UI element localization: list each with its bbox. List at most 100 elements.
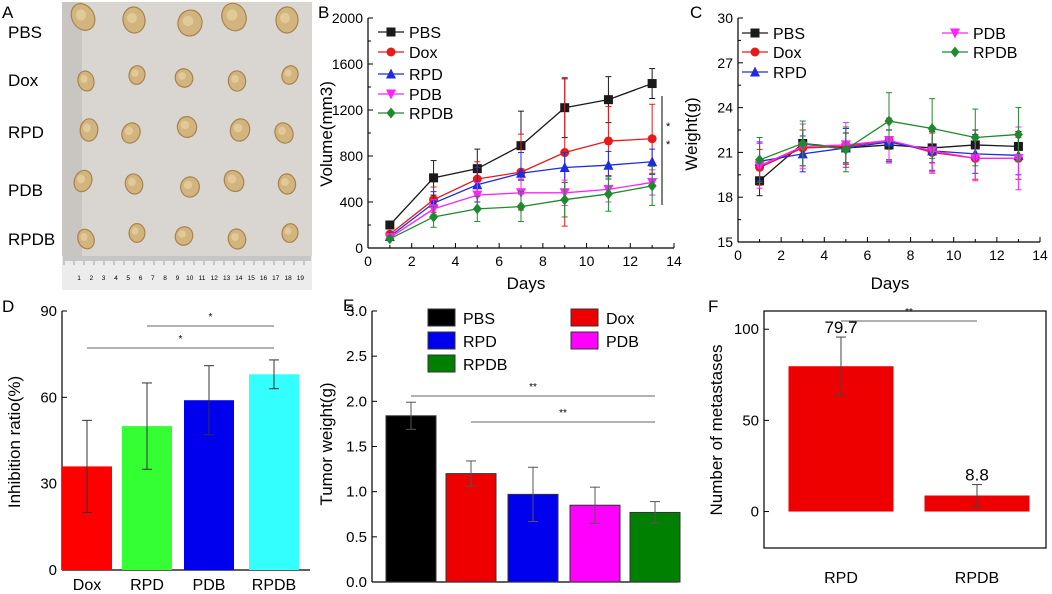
- y-tick-label: 400: [340, 194, 364, 210]
- ruler-number: 18: [284, 275, 292, 282]
- tumor-highlight: [278, 126, 286, 136]
- y-tick-label: 2000: [332, 10, 363, 26]
- legend-marker: [386, 68, 396, 79]
- panel-label-d: D: [2, 297, 14, 316]
- data-point-rpdb: [472, 203, 482, 215]
- group-row-label: PDB: [8, 181, 43, 200]
- tumor-highlight: [178, 230, 186, 238]
- tumor-highlight: [182, 15, 194, 27]
- x-tick-label: 4: [452, 253, 460, 269]
- y-tick-label: 27: [717, 55, 733, 71]
- category-label: RPD: [130, 577, 164, 594]
- chart-b-ylabel: Volume(mm3): [317, 81, 336, 187]
- x-tick-label: 0: [364, 253, 372, 269]
- ruler-number: 9: [176, 275, 180, 282]
- panel-label-c: C: [690, 3, 702, 22]
- tumor-highlight: [180, 120, 190, 130]
- bar-rpdb: [249, 374, 299, 570]
- tumor-highlight: [127, 12, 137, 24]
- ruler-number: 1: [77, 275, 81, 282]
- panel-label-f: F: [708, 297, 718, 316]
- y-tick-label: 0: [49, 562, 57, 579]
- value-label: 79.7: [824, 318, 857, 337]
- group-row-label: RPD: [8, 123, 44, 142]
- y-tick-label: 800: [340, 148, 364, 164]
- x-tick-label: 14: [1032, 247, 1048, 263]
- tumor-highlight: [231, 74, 239, 84]
- tumor-samples: [70, 2, 299, 250]
- tumor-highlight: [226, 9, 238, 21]
- category-label: RPD: [824, 570, 858, 587]
- x-tick-label: 14: [666, 253, 682, 269]
- tumor-highlight: [128, 177, 136, 187]
- legend-marker: [750, 28, 760, 38]
- ruler-numbers: 1 2 3 4 5 6 7 8 9 10 11 12 13 14 15 16 17 18 19: [77, 275, 304, 282]
- data-point-rpdb: [560, 194, 570, 206]
- bar-dox: [445, 473, 497, 583]
- tumor-highlight: [80, 232, 88, 242]
- significance-marker: *: [179, 334, 183, 345]
- ruler-number: 8: [163, 275, 167, 282]
- chart-e-plot: 0.0 0.5 1.0 1.5 2.0 2.5 3.0 ** ** PBS RPD RPDB Dox PD…: [346, 303, 681, 591]
- y-tick-label: 30: [717, 10, 733, 26]
- legend-swatch: [427, 308, 456, 327]
- tumor-highlight: [178, 72, 186, 80]
- tumor-highlight: [281, 177, 289, 187]
- data-point-rpdb: [429, 211, 439, 223]
- tumor-highlight: [131, 69, 139, 77]
- data-point-rpd: [603, 159, 614, 170]
- panel-label-a: A: [2, 3, 14, 22]
- y-tick-label: 18: [717, 189, 733, 205]
- ruler-number: 3: [102, 275, 106, 282]
- tumor-highlight: [183, 180, 193, 190]
- x-tick-label: 2: [408, 253, 416, 269]
- tumor-highlight: [76, 9, 86, 21]
- bar-rpdb: [629, 511, 681, 583]
- x-tick-label: 6: [495, 253, 503, 269]
- legend-label: RPDB: [463, 357, 507, 374]
- category-label: PDB: [193, 577, 226, 594]
- y-tick-label: 0: [751, 504, 759, 521]
- legend-label: RPDB: [973, 45, 1017, 62]
- group-row-label: Dox: [8, 71, 39, 90]
- legend-marker: [386, 27, 396, 37]
- legend-label: Dox: [606, 311, 634, 328]
- x-tick-label: 0: [734, 247, 742, 263]
- data-point-rpdb: [970, 131, 980, 143]
- y-tick-label: 24: [717, 100, 733, 116]
- ruler-number: 17: [272, 275, 280, 282]
- panel-label-b: B: [318, 3, 329, 22]
- legend-label: RPD: [773, 65, 807, 82]
- x-tick-label: 10: [579, 253, 595, 269]
- significance-marker: *: [666, 139, 671, 151]
- data-point-pdb: [472, 190, 483, 201]
- panel-label-e: E: [343, 296, 354, 315]
- tumor-highlight: [280, 12, 290, 24]
- tumor-highlight: [131, 227, 139, 235]
- data-point-rpd: [516, 167, 526, 178]
- y-tick-label: 100: [734, 321, 759, 338]
- tumor-highlight: [231, 232, 239, 242]
- tumor-highlight: [284, 227, 292, 235]
- data-point-pbs: [385, 220, 395, 230]
- legend-label: PBS: [409, 25, 441, 42]
- data-point-rpd: [647, 156, 658, 167]
- legend-label: PBS: [463, 311, 495, 328]
- legend-label: PBS: [773, 26, 805, 43]
- legend-marker: [750, 66, 760, 77]
- data-point-rpdb: [798, 137, 808, 149]
- x-tick-label: 6: [864, 247, 872, 263]
- legend-marker: [386, 47, 396, 57]
- x-tick-label: 10: [946, 247, 962, 263]
- tumor-highlight: [284, 69, 292, 77]
- chart-d-ylabel: Inhibition ratio(%): [5, 376, 24, 508]
- legend-swatch: [427, 354, 456, 373]
- chart-d-plot: 0 30 60 90 Dox RPD PDB RPDB * *: [40, 303, 310, 594]
- legend-label: PDB: [409, 87, 442, 104]
- ruler-number: 12: [211, 275, 219, 282]
- legend-swatch: [570, 308, 599, 327]
- legend-label: RPDB: [409, 106, 453, 123]
- y-tick-label: 30: [40, 476, 57, 493]
- y-tick-label: 60: [40, 389, 57, 406]
